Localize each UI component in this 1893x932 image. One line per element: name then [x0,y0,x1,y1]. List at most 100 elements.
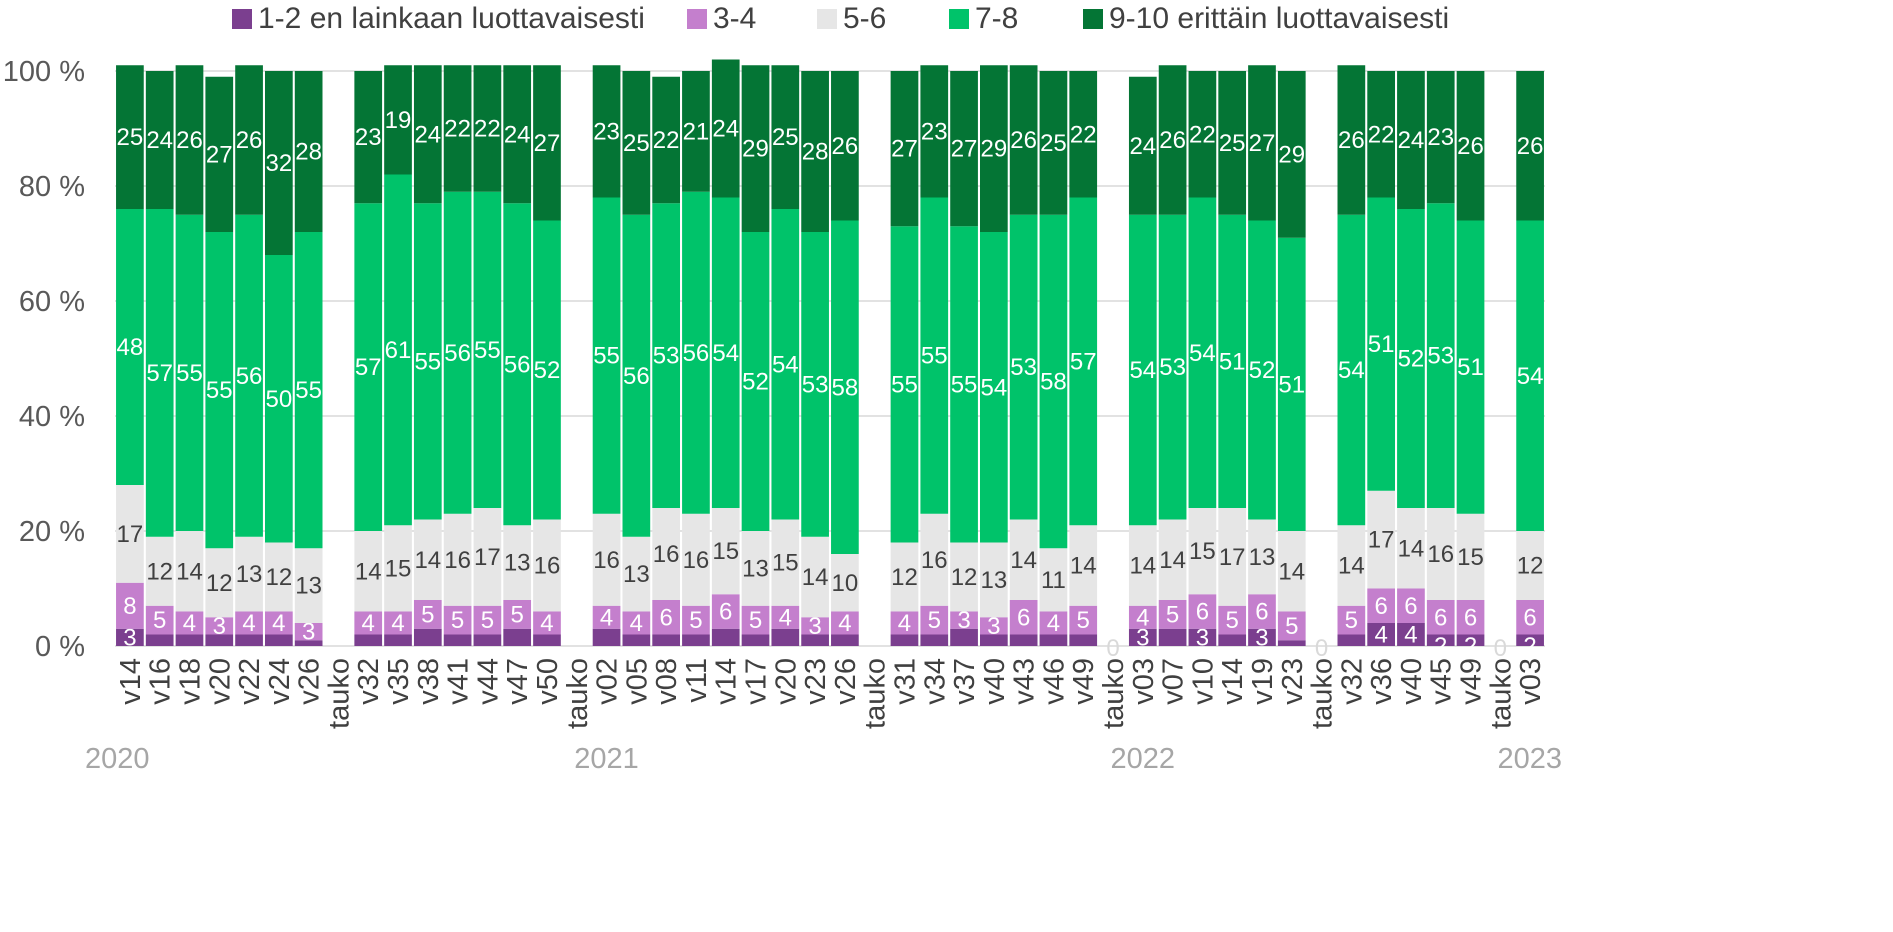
data-label: 52 [742,369,769,396]
x-tick-label: v37 [949,658,981,705]
data-label: 6 [659,604,672,631]
bar-segment [1456,600,1485,635]
data-label: 3 [957,607,970,634]
bar-segment [801,232,829,537]
data-label: 5 [749,607,762,634]
bar-segment [1397,508,1425,589]
bar-segment [384,174,412,526]
bar-segment [533,634,561,646]
data-label: 54 [712,340,739,367]
legend-swatch [1083,9,1103,29]
data-label: 5 [689,607,702,634]
bar-segment [294,548,323,623]
y-tick-label: 60 % [19,286,85,318]
bar-segment [1069,605,1098,635]
bar-segment [771,65,800,209]
bar-segment [235,634,263,646]
x-tick-label: v03 [1515,658,1547,705]
x-tick-label: v49 [1456,658,1488,705]
bar-segment [235,611,263,635]
bar-segment [890,611,919,635]
bar-segment [443,605,472,635]
data-label: 3 [1136,624,1149,651]
data-label: 0 [1106,635,1119,662]
bar-segment [1069,634,1098,646]
bar-segment [950,628,978,646]
bar-segment [503,525,532,600]
x-tick-label: v26 [294,658,326,705]
data-label: 26 [1517,133,1544,160]
x-tick-label: v44 [472,658,504,705]
data-label: 58 [1040,369,1067,396]
x-tick-label: v03 [1128,658,1160,705]
data-label: 15 [385,555,412,582]
data-label: 56 [683,340,710,367]
bar-segment [503,628,532,646]
legend: 1-2 en lainkaan luottavaisesti 3-4 5-6 7-8 9… [232,2,1449,35]
y-tick-label: 80 % [19,171,85,203]
year-labels: 2020 2021 2022 2023 [85,743,1562,775]
bar-segment [503,203,532,526]
bar-segment [1516,531,1544,600]
data-label: 4 [242,610,255,637]
bar-segment [1248,519,1276,595]
data-label: 4 [540,610,553,637]
bar-segment [384,525,412,612]
data-label: 23 [593,118,620,145]
bar-segment [1277,237,1306,531]
bar-segment [533,220,561,520]
data-label: 23 [1427,124,1454,151]
x-tick-label: v47 [502,658,534,705]
bar-segment [741,634,770,646]
bar-segment [145,605,174,635]
bar-segment [413,65,442,204]
bar-segment [592,197,621,514]
data-label: 0 [1315,635,1328,662]
data-label: 22 [653,127,680,154]
data-label: 11 [1041,567,1066,594]
bar-segment [1516,71,1544,221]
x-tick-label: v40 [979,658,1011,705]
bar-segment [1277,640,1306,646]
data-label: 55 [891,371,918,398]
data-label: 14 [1398,535,1425,562]
bar-segment [503,65,532,204]
bar-segment [950,542,978,612]
x-tick-label: v32 [1336,658,1368,705]
bar-segment [145,634,174,646]
data-label: 4 [1374,622,1387,649]
bar-segment [145,536,174,606]
x-tick-label: v35 [383,658,415,705]
data-label: 26 [1338,127,1365,154]
data-label: 52 [1249,357,1276,384]
data-label: 4 [362,610,375,637]
x-tick-label: v14 [711,658,743,705]
bar-segment [1426,71,1455,204]
bar-segment [1009,634,1038,646]
bar-segment [533,519,561,612]
bar-segment [1456,71,1485,221]
bar-segment [890,226,919,543]
data-label: 16 [534,553,561,580]
x-tick-label: v45 [1426,658,1458,705]
bar-segment [413,203,442,520]
bar-segment [1248,594,1276,629]
data-label: 6 [1434,604,1447,631]
bar-segment [890,542,919,612]
data-label: 4 [600,604,613,631]
bar-segment [592,628,621,646]
data-label: 5 [481,607,494,634]
data-label: 6 [1374,593,1387,620]
bar-segment [980,542,1008,618]
data-label: 26 [1457,133,1484,160]
data-label: 4 [1136,604,1149,631]
bar-segment [443,634,472,646]
bar-segment [473,65,502,192]
data-label: 55 [593,343,620,370]
bar-segment [1218,605,1247,635]
data-label: 5 [1285,613,1298,640]
data-label: 5 [421,601,434,628]
x-tick-label: v43 [1009,658,1041,705]
x-tick-label: v36 [1366,658,1398,705]
data-label: 56 [444,340,471,367]
